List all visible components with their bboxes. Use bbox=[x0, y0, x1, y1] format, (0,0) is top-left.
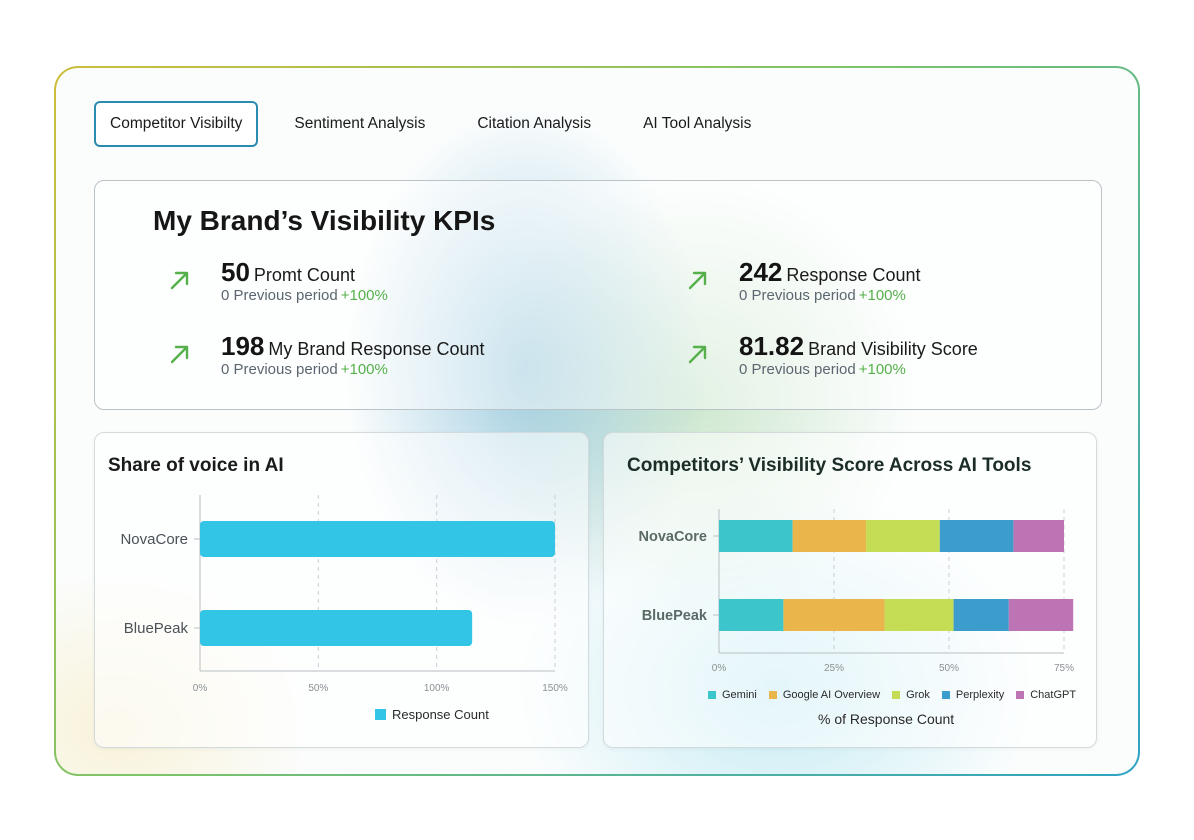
tab-sentiment-analysis[interactable]: Sentiment Analysis bbox=[294, 115, 426, 132]
legend-item: ChatGPT bbox=[1016, 689, 1076, 701]
dashboard-frame: Competitor Visibilty Sentiment Analysis … bbox=[54, 66, 1140, 776]
x-tick-label: 50% bbox=[308, 683, 328, 694]
competitor-visibility-chart: 0% 25% 50% 75% NovaCore BluePeak bbox=[639, 509, 1074, 674]
share-of-voice-chart: 0% 50% 100% 150% NovaCore BluePeak bbox=[120, 495, 568, 694]
share-of-voice-legend: Response Count bbox=[375, 707, 501, 722]
bar-segment bbox=[1013, 520, 1064, 552]
legend-item: Grok bbox=[892, 689, 930, 701]
kpi-value: 242 bbox=[739, 257, 783, 287]
legend-item: Gemini bbox=[708, 689, 757, 701]
legend-swatch bbox=[892, 691, 901, 699]
kpi-title: My Brand’s Visibility KPIs bbox=[153, 205, 496, 236]
competitor-visibility-legend: Gemini Google AI Overview Grok Perplexity Ch… bbox=[708, 689, 1088, 701]
bar-segment bbox=[866, 520, 940, 552]
y-tick-label: BluePeak bbox=[642, 608, 708, 624]
x-tick-label: 50% bbox=[939, 663, 959, 674]
legend-item: Google AI Overview bbox=[768, 689, 881, 701]
competitor-visibility-title: Competitors’ Visibility Score Across AI … bbox=[627, 455, 1032, 476]
legend-label: Perplexity bbox=[955, 689, 1005, 701]
tab-competitor-visibility[interactable]: Competitor Visibilty bbox=[94, 101, 259, 147]
x-tick-label: 75% bbox=[1054, 663, 1074, 674]
kpi-previous: 0 Previous period bbox=[739, 361, 856, 378]
x-tick-label: 100% bbox=[424, 683, 450, 694]
legend-label: Gemini bbox=[722, 689, 757, 701]
kpi-previous: 0 Previous period bbox=[739, 287, 856, 304]
bar-segment bbox=[783, 599, 885, 631]
bar-segment bbox=[719, 599, 784, 631]
legend-label: Response Count bbox=[392, 707, 489, 722]
bar-segment bbox=[953, 599, 1009, 631]
bar bbox=[200, 521, 555, 557]
legend-item: Perplexity bbox=[941, 689, 1005, 701]
x-tick-label: 150% bbox=[542, 683, 568, 694]
y-tick-label: BluePeak bbox=[124, 620, 189, 637]
kpi-change: +100% bbox=[858, 287, 906, 304]
x-axis-title: % of Response Count bbox=[818, 711, 955, 727]
kpi-label: My Brand Response Count bbox=[268, 339, 485, 359]
kpi-change: +100% bbox=[340, 287, 388, 304]
legend-swatch bbox=[708, 691, 716, 699]
kpi-value: 81.82 bbox=[739, 331, 805, 361]
legend-swatch bbox=[1016, 691, 1025, 699]
legend-swatch bbox=[941, 691, 950, 699]
legend-swatch bbox=[375, 709, 386, 720]
tab-ai-tool-analysis[interactable]: AI Tool Analysis bbox=[643, 115, 752, 132]
kpi-previous: 0 Previous period bbox=[221, 361, 338, 378]
y-tick-label: NovaCore bbox=[639, 529, 708, 545]
kpi-change: +100% bbox=[340, 361, 388, 378]
bar-segment bbox=[719, 520, 793, 552]
bar-segment bbox=[792, 520, 867, 552]
kpi-label: Response Count bbox=[786, 265, 921, 285]
competitor-visibility-card: Competitors’ Visibility Score Across AI … bbox=[603, 432, 1097, 748]
kpi-value: 198 bbox=[221, 331, 265, 361]
x-tick-label: 0% bbox=[712, 663, 727, 674]
legend-label: ChatGPT bbox=[1030, 689, 1077, 701]
bar-segment bbox=[939, 520, 1014, 552]
legend-label: Grok bbox=[906, 689, 930, 701]
trend-up-arrow-icon bbox=[688, 271, 707, 290]
kpi-previous: 0 Previous period bbox=[221, 287, 338, 304]
tab-bar: Competitor Visibilty Sentiment Analysis … bbox=[94, 100, 787, 148]
trend-up-arrow-icon bbox=[170, 271, 189, 290]
kpi-card: My Brand’s Visibility KPIs 50 Promt Count… bbox=[94, 180, 1102, 410]
legend-swatch bbox=[768, 691, 777, 699]
x-tick-label: 25% bbox=[824, 663, 844, 674]
x-tick-label: 0% bbox=[193, 683, 208, 694]
trend-up-arrow-icon bbox=[170, 345, 189, 364]
bar bbox=[200, 610, 473, 646]
share-of-voice-title: Share of voice in AI bbox=[108, 455, 284, 476]
legend-item: Response Count bbox=[375, 707, 489, 722]
kpi-value: 50 bbox=[221, 257, 250, 287]
kpi-label: Promt Count bbox=[253, 265, 355, 285]
dashboard-panel: Competitor Visibilty Sentiment Analysis … bbox=[56, 68, 1138, 774]
legend-label: Google AI Overview bbox=[782, 689, 881, 701]
bar-segment bbox=[1008, 599, 1074, 631]
kpi-change: +100% bbox=[858, 361, 906, 378]
kpi-label: Brand Visibility Score bbox=[808, 339, 978, 359]
share-of-voice-card: Share of voice in AI 0% 50% 100% 150% NovaCo… bbox=[94, 432, 589, 748]
trend-up-arrow-icon bbox=[688, 345, 707, 364]
bar-segment bbox=[884, 599, 954, 631]
tab-citation-analysis[interactable]: Citation Analysis bbox=[477, 115, 592, 132]
y-tick-label: NovaCore bbox=[120, 531, 188, 548]
